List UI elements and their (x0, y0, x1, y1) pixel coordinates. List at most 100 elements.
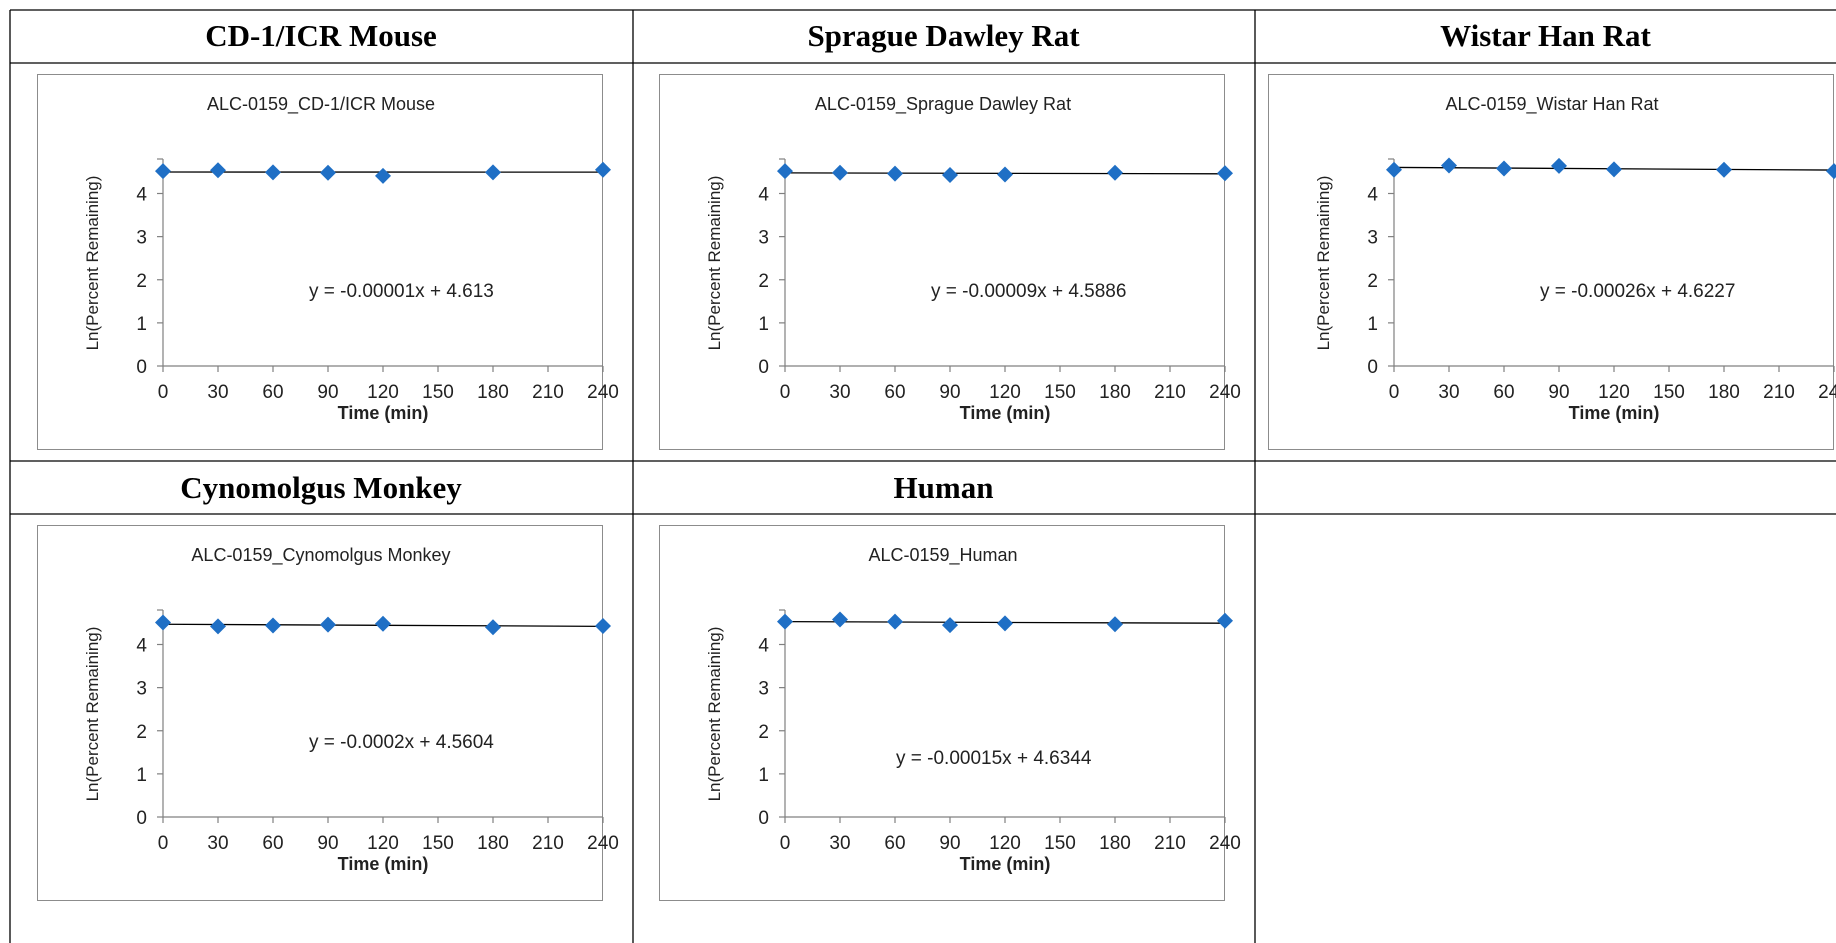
x-tick-label: 150 (1653, 382, 1685, 403)
x-tick-label: 30 (207, 833, 228, 854)
x-tick-label: 90 (317, 382, 338, 403)
x-tick-label: 0 (1389, 382, 1400, 403)
x-tick-label: 0 (780, 833, 791, 854)
x-axis-label: Time (min) (1569, 403, 1660, 423)
chart-title: ALC-0159_Sprague Dawley Rat (815, 94, 1071, 115)
x-tick-label: 240 (587, 833, 619, 854)
y-axis-label: Ln(Percent Remaining) (705, 176, 724, 351)
data-point (375, 167, 391, 184)
chart-title: ALC-0159_Wistar Han Rat (1445, 94, 1658, 115)
x-axis-label: Time (min) (338, 854, 429, 874)
data-point (997, 166, 1013, 183)
x-tick-label: 180 (1708, 382, 1740, 403)
x-tick-label: 90 (1548, 382, 1569, 403)
header-human: Human (893, 470, 994, 505)
y-tick-label: 2 (1367, 271, 1378, 292)
x-tick-label: 180 (1099, 382, 1131, 403)
y-tick-label: 4 (758, 185, 769, 206)
x-tick-label: 0 (780, 382, 791, 403)
data-point (155, 614, 171, 631)
y-tick-label: 1 (758, 314, 769, 335)
x-tick-label: 180 (477, 833, 509, 854)
y-tick-label: 0 (1367, 357, 1378, 378)
y-tick-label: 4 (136, 185, 147, 206)
data-point (942, 617, 958, 634)
trendline-equation: y = -0.00026x + 4.6227 (1540, 281, 1735, 302)
trendline-equation: y = -0.00015x + 4.6344 (896, 748, 1092, 769)
y-tick-label: 0 (758, 357, 769, 378)
x-tick-label: 0 (158, 382, 169, 403)
chart-title: ALC-0159_Cynomolgus Monkey (191, 545, 450, 566)
y-tick-label: 3 (1367, 228, 1378, 249)
y-tick-label: 0 (136, 357, 147, 378)
data-point (1107, 616, 1123, 633)
data-point (887, 613, 903, 630)
data-point (1107, 164, 1123, 181)
y-tick-label: 4 (136, 636, 147, 657)
x-tick-label: 240 (1209, 833, 1241, 854)
y-tick-label: 0 (136, 808, 147, 829)
x-tick-label: 90 (317, 833, 338, 854)
y-tick-label: 4 (1367, 185, 1378, 206)
x-tick-label: 150 (1044, 833, 1076, 854)
y-axis-label: Ln(Percent Remaining) (1314, 176, 1333, 351)
x-tick-label: 30 (829, 382, 850, 403)
x-tick-label: 120 (1598, 382, 1630, 403)
data-point (887, 165, 903, 182)
data-point (210, 162, 226, 179)
x-tick-label: 210 (532, 833, 564, 854)
chart-panel-cynomolgus-monkey: ALC-0159_Cynomolgus Monkey 0 1 2 3 4 0 30 60 90 12… (37, 525, 619, 901)
x-tick-label: 90 (939, 833, 960, 854)
x-tick-label: 60 (262, 833, 283, 854)
chart-human: ALC-0159_Human 0 1 2 3 4 0 30 60 90 120 150 180 210 24… (705, 545, 1241, 874)
header-cd1-icr-mouse: CD-1/ICR Mouse (205, 18, 437, 53)
y-tick-label: 3 (758, 228, 769, 249)
x-tick-label: 60 (1493, 382, 1514, 403)
chart-panel-sprague-dawley-rat: ALC-0159_Sprague Dawley Rat 0 1 2 3 4 0 30 60 90 1… (659, 74, 1241, 450)
x-axis-label: Time (min) (960, 854, 1051, 874)
y-axis-label: Ln(Percent Remaining) (705, 627, 724, 802)
data-point (265, 164, 281, 181)
data-point (1496, 160, 1512, 177)
y-tick-label: 1 (136, 765, 147, 786)
chart-sprague-dawley-rat: ALC-0159_Sprague Dawley Rat 0 1 2 3 4 0 30 60 90 1… (705, 94, 1241, 423)
x-tick-label: 210 (1154, 833, 1186, 854)
data-point (1716, 161, 1732, 178)
data-point (1217, 165, 1233, 182)
x-tick-label: 240 (1818, 382, 1836, 403)
chart-wistar-han-rat: ALC-0159_Wistar Han Rat 0 1 2 3 4 0 30 60 90 120 15… (1314, 94, 1836, 423)
y-tick-label: 3 (758, 679, 769, 700)
x-tick-label: 120 (367, 833, 399, 854)
y-tick-label: 0 (758, 808, 769, 829)
y-axis-label: Ln(Percent Remaining) (83, 176, 102, 351)
x-tick-label: 120 (367, 382, 399, 403)
chart-cd1-icr-mouse: ALC-0159_CD-1/ICR Mouse 0 1 2 3 4 0 30 60 90 120 15… (83, 94, 619, 423)
chart-title: ALC-0159_CD-1/ICR Mouse (207, 94, 435, 115)
x-tick-label: 240 (587, 382, 619, 403)
data-point (485, 619, 501, 636)
data-point (832, 164, 848, 181)
data-point (155, 163, 171, 180)
data-point (485, 164, 501, 181)
y-tick-label: 1 (136, 314, 147, 335)
x-tick-label: 150 (1044, 382, 1076, 403)
data-point (320, 616, 336, 633)
header-wistar-han-rat: Wistar Han Rat (1440, 18, 1651, 53)
x-tick-label: 240 (1209, 382, 1241, 403)
y-tick-label: 4 (758, 636, 769, 657)
header-sprague-dawley-rat: Sprague Dawley Rat (807, 18, 1080, 53)
x-tick-label: 60 (884, 382, 905, 403)
data-point (942, 166, 958, 183)
data-point (1441, 157, 1457, 174)
trendline-equation: y = -0.0002x + 4.5604 (309, 732, 494, 753)
data-point (265, 617, 281, 634)
data-point (595, 161, 611, 178)
x-tick-label: 0 (158, 833, 169, 854)
data-point (595, 617, 611, 634)
trendline-equation: y = -0.00001x + 4.613 (309, 281, 494, 302)
y-tick-label: 3 (136, 679, 147, 700)
trendline-equation: y = -0.00009x + 4.5886 (931, 281, 1126, 302)
data-point (375, 615, 391, 632)
y-tick-label: 2 (758, 722, 769, 743)
